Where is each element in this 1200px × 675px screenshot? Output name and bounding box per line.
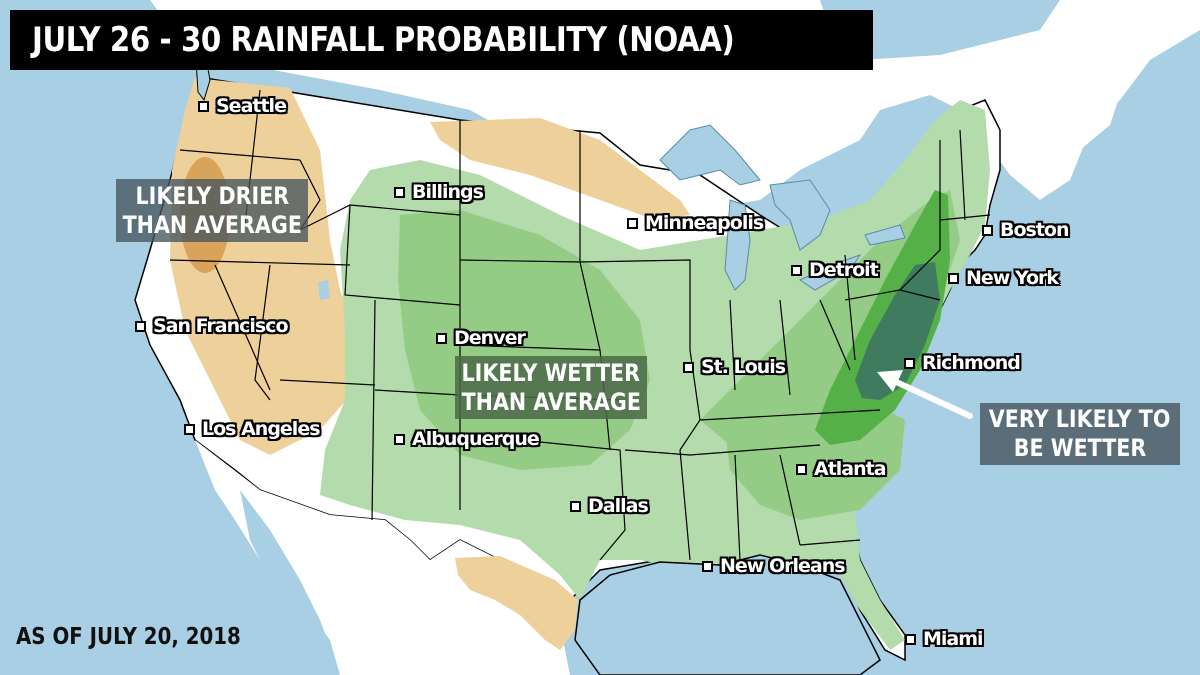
baja-west-coast (200, 460, 285, 675)
city-dot-icon (904, 357, 915, 369)
state-borders (169, 89, 991, 561)
mexico-land (195, 440, 570, 675)
city-marker-denver: Denver (436, 327, 526, 349)
callout-likely-wetter: LIKELY WETTER THAN AVERAGE (455, 356, 647, 419)
city-label: Detroit (809, 259, 879, 281)
city-label: New York (966, 267, 1059, 289)
gulf-of-california (240, 490, 335, 670)
newfoundland (1115, 0, 1200, 50)
city-dot-icon (436, 332, 447, 344)
lake-superior (659, 124, 761, 186)
city-label: Los Angeles (202, 418, 321, 440)
city-label: Denver (454, 327, 526, 349)
city-marker-dallas: Dallas (570, 495, 649, 517)
city-dot-icon (683, 361, 694, 373)
city-label: Albuquerque (412, 428, 540, 450)
callout-very-likely-wetter: VERY LIKELY TO BE WETTER (980, 403, 1180, 465)
city-marker-minneapolis: Minneapolis (627, 212, 764, 234)
drier-zone-texas (455, 556, 578, 650)
city-label: St. Louis (701, 356, 786, 378)
wetter-zone-very-likely (855, 262, 940, 400)
city-dot-icon (198, 100, 209, 112)
city-dot-icon (796, 463, 807, 475)
city-marker-new-york: New York (948, 267, 1059, 289)
city-marker-san-francisco: San Francisco (135, 315, 289, 337)
callout-line: THAN AVERAGE (461, 387, 641, 416)
city-marker-billings: Billings (394, 181, 484, 203)
city-dot-icon (394, 433, 405, 445)
city-dot-icon (135, 320, 146, 332)
callout-line: THAN AVERAGE (122, 210, 302, 239)
city-dot-icon (184, 423, 195, 435)
city-marker-richmond: Richmond (904, 352, 1021, 374)
city-dot-icon (627, 217, 638, 229)
city-label: Richmond (922, 352, 1021, 374)
great-salt-lake (318, 280, 330, 300)
lake-erie (798, 254, 862, 291)
lake-ontario (864, 224, 906, 246)
city-label: Atlanta (814, 458, 887, 480)
city-marker-st-louis: St. Louis (683, 356, 786, 378)
city-marker-boston: Boston (982, 219, 1070, 241)
city-label: Seattle (216, 95, 287, 117)
city-label: New Orleans (720, 555, 846, 577)
city-label: San Francisco (153, 315, 289, 337)
city-dot-icon (905, 633, 916, 645)
nova-scotia (1050, 95, 1120, 170)
title-banner: JULY 26 - 30 RAINFALL PROBABILITY (NOAA) (10, 10, 873, 70)
city-marker-detroit: Detroit (791, 259, 879, 281)
city-marker-albuquerque: Albuquerque (394, 428, 540, 450)
city-label: Boston (1000, 219, 1070, 241)
callout-line: BE WETTER (1013, 434, 1147, 462)
city-dot-icon (948, 272, 959, 284)
city-label: Dallas (588, 495, 649, 517)
city-dot-icon (702, 560, 713, 572)
city-marker-miami: Miami (905, 628, 984, 650)
drier-zone-north (430, 118, 690, 220)
lake-huron (769, 179, 831, 251)
city-label: Miami (923, 628, 984, 650)
city-marker-atlanta: Atlanta (796, 458, 887, 480)
callout-likely-drier: LIKELY DRIER THAN AVERAGE (116, 179, 308, 242)
city-label: Minneapolis (645, 212, 764, 234)
callout-line: LIKELY DRIER (135, 181, 289, 210)
city-marker-seattle: Seattle (198, 95, 287, 117)
city-dot-icon (570, 500, 581, 512)
city-marker-new-orleans: New Orleans (702, 555, 846, 577)
as-of-date: AS OF JULY 20, 2018 (16, 624, 241, 650)
city-label: Billings (412, 181, 484, 203)
callout-arrow (877, 370, 973, 419)
city-marker-los-angeles: Los Angeles (184, 418, 321, 440)
map-title: JULY 26 - 30 RAINFALL PROBABILITY (NOAA) (32, 20, 735, 60)
gulf-of-mexico (574, 554, 881, 675)
city-dot-icon (394, 186, 405, 198)
city-dot-icon (791, 264, 802, 276)
city-dot-icon (982, 224, 993, 236)
callout-line: VERY LIKELY TO (989, 405, 1171, 433)
lake-michigan (724, 199, 751, 291)
callout-line: LIKELY WETTER (461, 358, 641, 387)
